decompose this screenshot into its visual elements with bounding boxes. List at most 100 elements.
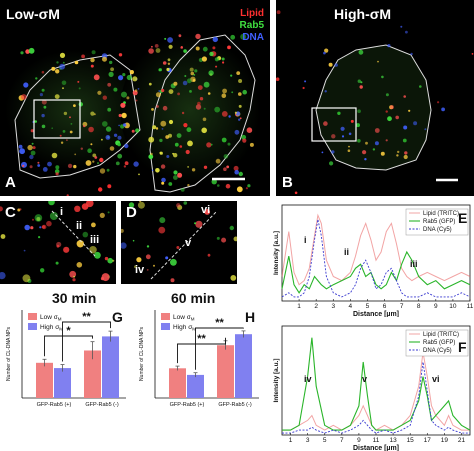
fluorescent-spot <box>276 10 281 15</box>
fluorescent-spot <box>165 256 169 260</box>
fluorescent-spot <box>170 258 177 266</box>
fluorescent-spot <box>146 245 150 248</box>
fluorescent-spot <box>123 165 127 168</box>
x-tick-label: 21 <box>458 437 466 444</box>
fluorescent-spot <box>197 101 201 106</box>
y-axis-label: Intensity [a.u.] <box>273 231 280 275</box>
fluorescent-spot <box>238 92 242 96</box>
peak-annotation: ii <box>344 247 349 257</box>
x-tick-label: 13 <box>389 437 397 444</box>
fluorescent-spot <box>117 153 123 159</box>
fluorescent-spot <box>34 214 43 222</box>
fluorescent-spot <box>174 142 179 147</box>
fluorescent-spot <box>91 50 96 55</box>
fluorescent-spot <box>173 175 178 180</box>
fluorescent-spot <box>22 164 25 168</box>
fluorescent-spot <box>51 66 56 71</box>
fluorescent-spot <box>228 115 231 118</box>
fluorescent-spot <box>245 187 248 190</box>
fluorescent-spot <box>41 70 45 74</box>
fluorescent-spot <box>234 129 240 135</box>
fluorescent-spot <box>276 77 280 81</box>
fluorescent-spot <box>0 206 3 212</box>
fluorescent-spot <box>168 182 173 186</box>
fluorescent-spot <box>294 191 298 195</box>
fluorescent-spot <box>19 208 22 211</box>
fluorescent-spot <box>73 164 77 169</box>
fluorescent-spot <box>187 166 189 168</box>
fluorescent-spot <box>215 65 218 68</box>
fluorescent-spot <box>107 184 112 189</box>
fluorescent-spot <box>176 246 180 249</box>
fluorescent-spot <box>134 265 137 269</box>
fluorescent-spot <box>121 242 127 249</box>
fluorescent-spot <box>77 80 80 83</box>
fluorescent-spot <box>113 87 118 92</box>
fluorescent-spot <box>27 144 33 151</box>
fluorescent-spot <box>212 46 216 50</box>
fluorescent-spot <box>154 44 159 48</box>
y-axis-label: Number of CL-DNA NPs <box>139 327 145 381</box>
fluorescent-spot <box>362 150 367 155</box>
fluorescent-spot <box>238 171 243 177</box>
fluorescent-spot <box>230 34 236 40</box>
fluorescent-spot <box>56 244 60 248</box>
fluorescent-spot <box>233 236 237 242</box>
fluorescent-spot <box>138 173 140 176</box>
fluorescent-spot <box>126 74 132 81</box>
fluorescent-spot <box>60 141 64 144</box>
category-label: GFP-Rab5 (+) <box>37 402 72 408</box>
fluorescent-spot <box>92 160 95 163</box>
legend-rab5: Rab5 <box>239 20 264 31</box>
fluorescent-spot <box>155 127 159 130</box>
fluorescent-spot <box>223 167 227 171</box>
fluorescent-spot <box>181 111 185 115</box>
fluorescent-spot <box>212 36 218 43</box>
legend-label: DNA (Cy5) <box>423 348 452 354</box>
fluorescent-spot <box>110 67 114 72</box>
panel-a-title: Low-σM <box>6 6 60 22</box>
significance-bracket <box>44 335 93 357</box>
fluorescent-spot <box>217 184 220 187</box>
fluorescent-spot <box>372 148 376 151</box>
fluorescent-spot <box>59 134 62 137</box>
fluorescent-spot <box>356 123 360 128</box>
fluorescent-spot <box>242 138 247 143</box>
fluorescent-spot <box>69 116 71 119</box>
fluorescent-spot <box>374 128 380 133</box>
fluorescent-spot <box>108 71 114 77</box>
fluorescent-spot <box>91 222 96 228</box>
fluorescent-spot <box>39 93 44 97</box>
fluorescent-spot <box>121 112 127 119</box>
fluorescent-spot <box>158 90 161 92</box>
legend-swatch <box>28 313 37 320</box>
x-tick-label: 6 <box>383 303 387 310</box>
legend-label: Rab5 (GFP) <box>423 219 455 225</box>
fluorescent-spot <box>195 220 203 228</box>
fluorescent-spot <box>187 140 193 147</box>
fluorescent-spot <box>74 153 77 156</box>
fluorescent-spot <box>197 85 203 90</box>
fluorescent-spot <box>22 274 31 283</box>
fluorescent-spot <box>203 165 208 169</box>
fluorescent-spot <box>221 111 228 117</box>
fluorescent-spot <box>206 142 212 148</box>
fluorescent-spot <box>302 86 305 90</box>
bar-high <box>235 334 252 398</box>
fluorescent-spot <box>113 133 118 137</box>
fluorescent-spot <box>331 150 335 154</box>
fluorescent-spot <box>168 119 174 125</box>
fluorescent-spot <box>321 151 324 154</box>
fluorescent-spot <box>29 165 33 169</box>
significance-marker: ** <box>82 311 91 323</box>
x-tick-label: 5 <box>366 303 370 310</box>
fluorescent-spot <box>99 168 106 174</box>
panel-b-title: High-σM <box>334 6 392 22</box>
fluorescent-spot <box>202 46 208 52</box>
fluorescent-spot <box>55 172 59 176</box>
fluorescent-spot <box>176 203 181 208</box>
fluorescent-spot <box>413 121 418 126</box>
x-tick-label: 1 <box>297 303 301 310</box>
fluorescent-spot <box>324 90 327 93</box>
fluorescent-spot <box>19 148 25 155</box>
